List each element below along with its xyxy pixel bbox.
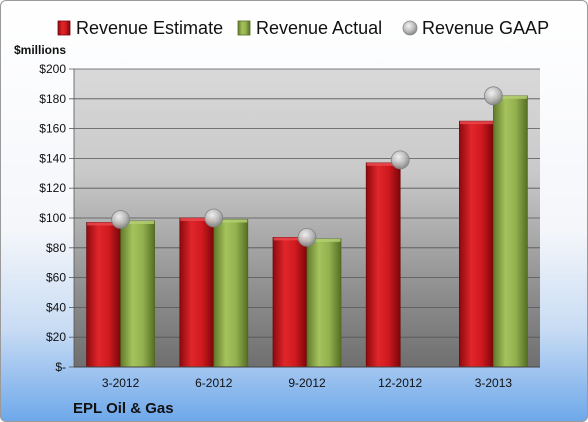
y-tick-label: $20 <box>46 330 66 344</box>
legend: Revenue Estimate Revenue Actual Revenue … <box>57 18 549 38</box>
company-name: EPL Oil & Gas <box>73 400 174 417</box>
y-tick-label: $140 <box>39 151 66 165</box>
x-tick-label: 3-2013 <box>475 376 513 390</box>
unit-label: $millions <box>14 43 66 57</box>
bar-revenue-actual <box>493 95 528 368</box>
marker-revenue-gaap <box>111 210 130 229</box>
legend-swatch-actual <box>237 20 251 36</box>
y-tick-label: $- <box>55 360 66 374</box>
legend-label-estimate: Revenue Estimate <box>76 18 223 38</box>
y-tick-label: $200 <box>39 62 66 76</box>
marker-revenue-gaap <box>390 150 410 170</box>
legend-label-gaap: Revenue GAAP <box>422 18 549 38</box>
bar-revenue-estimate <box>459 120 494 368</box>
marker-revenue-gaap <box>297 227 317 247</box>
bar-revenue-estimate <box>272 237 308 368</box>
y-tick-label: $80 <box>46 241 66 255</box>
marker-revenue-gaap <box>483 86 503 106</box>
y-tick-label: $180 <box>39 92 66 106</box>
y-axis-ticks: $- $20 $40 $60 $80 $100 $120 $140 $160 $180 $200 <box>39 62 75 374</box>
gaap-markers <box>111 86 503 247</box>
bar-top-highlight-estimate <box>180 218 214 221</box>
y-tick-label: $100 <box>39 211 66 225</box>
marker-revenue-gaap <box>204 208 224 228</box>
x-tick-label: 6-2012 <box>195 376 233 390</box>
bar-revenue-estimate <box>179 217 215 368</box>
bar-top-highlight-actual <box>121 220 155 224</box>
legend-label-actual: Revenue Actual <box>256 18 382 38</box>
x-tick-label: 3-2012 <box>102 376 140 390</box>
bar-top-highlight-actual <box>214 219 248 223</box>
y-tick-label: $160 <box>39 122 66 136</box>
bars <box>86 95 528 368</box>
y-tick-label: $40 <box>46 300 66 314</box>
bar-revenue-actual <box>213 219 249 368</box>
legend-swatch-estimate <box>57 20 71 36</box>
bar-revenue-estimate <box>86 222 121 368</box>
y-tick-label: $60 <box>46 271 66 285</box>
bar-top-highlight-estimate <box>366 162 400 166</box>
bar-top-highlight-actual <box>493 95 527 99</box>
bar-revenue-estimate <box>365 162 401 368</box>
bar-top-highlight-actual <box>307 238 341 242</box>
bar-top-highlight-estimate <box>273 237 307 241</box>
bar-revenue-actual <box>306 238 342 368</box>
x-axis-ticks: 3-2012 6-2012 9-2012 12-2012 3-2013 <box>74 366 540 390</box>
x-tick-label: 12-2012 <box>378 376 422 390</box>
y-tick-label: $120 <box>39 181 66 195</box>
x-tick-label: 9-2012 <box>288 376 326 390</box>
bar-top-highlight-estimate <box>459 121 493 125</box>
bar-revenue-actual <box>120 220 155 368</box>
bar-top-highlight-estimate <box>87 222 121 226</box>
legend-swatch-gaap <box>402 20 418 36</box>
